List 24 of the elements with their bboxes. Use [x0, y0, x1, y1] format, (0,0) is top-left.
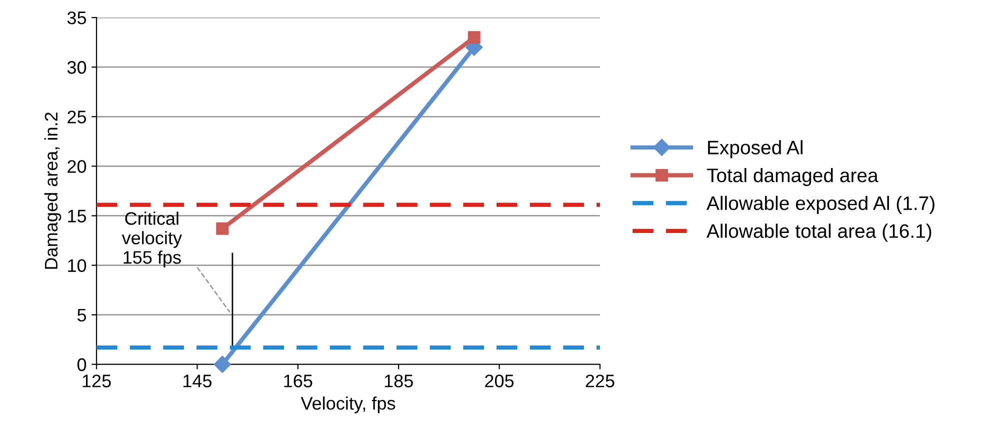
y-tick-label: 5 [77, 308, 86, 322]
x-tick-label: 165 [284, 374, 312, 388]
y-tick-label: 35 [67, 11, 86, 24]
x-axis-title: Velocity, fps [300, 396, 396, 414]
point [468, 31, 480, 44]
y-axis-title: Damaged area, in.2 [44, 112, 62, 269]
y-tick-label: 15 [68, 210, 86, 222]
y-tick-label: 30 [67, 61, 86, 74]
y-tick-label: 20 [68, 160, 86, 173]
point [216, 222, 229, 235]
x-tick-label: 205 [485, 374, 514, 388]
x-tick-label: 185 [384, 374, 413, 388]
legend-label: Allowable total area (16.1) [706, 224, 932, 242]
x-tick-label: 125 [82, 374, 111, 388]
legend-label: Total damaged area [706, 168, 878, 186]
y-tick-label: 10 [68, 259, 86, 272]
legend-label: Exposed Al [708, 140, 802, 158]
legend-label: Allowable exposed Al (1.7) [706, 196, 934, 214]
y-tick-label: 0 [77, 358, 86, 372]
y-tick-label: 25 [68, 110, 86, 124]
x-tick-label: 225 [586, 374, 614, 388]
point [214, 356, 231, 373]
x-tick-label: 145 [184, 374, 212, 388]
annotation: Critical velocity 155 fps [122, 212, 182, 268]
